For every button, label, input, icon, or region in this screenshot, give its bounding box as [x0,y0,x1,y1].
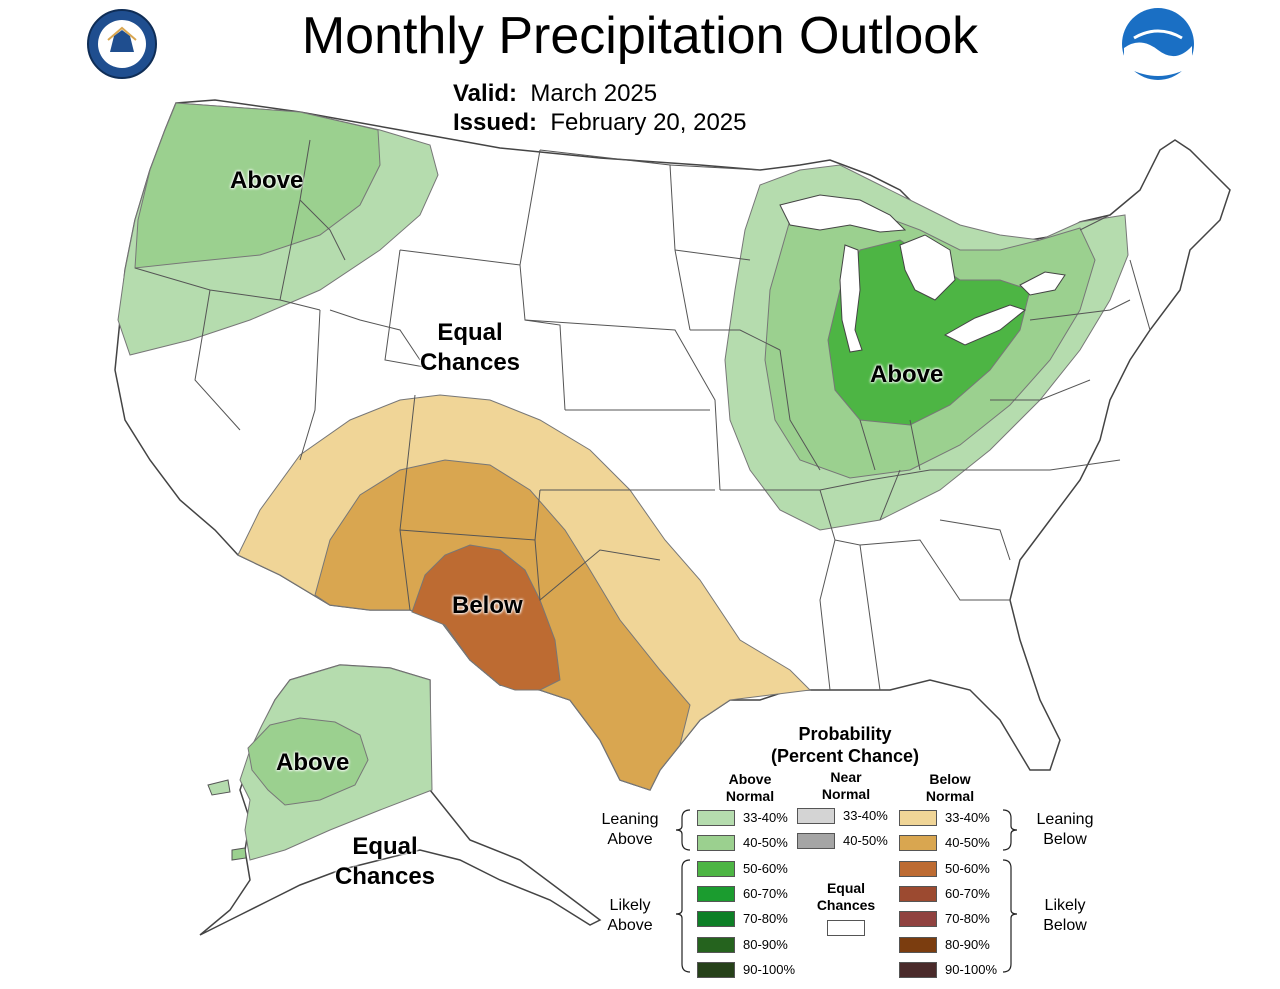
valid-label: Valid: [453,80,518,107]
legend-leaning-below-line2: Below [1043,831,1087,848]
issued-row: Issued: February 20, 2025 [453,109,747,137]
lake-superior [779,194,907,233]
legend-near-normal-head: Near Normal [806,769,886,803]
legend-near-bin-swatch [797,808,835,824]
legend-near-bin-swatch [797,833,835,850]
lake-huron [899,234,956,301]
legend-equal-chances: Equal Chances [806,880,886,914]
label-alaska-equal-line2: Chances [334,863,436,890]
department-of-commerce-seal [87,9,157,79]
label-equal-chances: Equal Chances [405,318,535,378]
legend-above-head-line2: Normal [725,788,775,804]
legend-leaning-above: Leaning Above [590,810,670,850]
aleutian-islands [231,847,247,861]
legend-below-bin-label: 50-60% [945,860,990,876]
legend-near-bin-label: 40-50% [843,833,888,849]
label-alaska-above: Above [276,749,350,776]
legend-below-normal-head: Below Normal [910,771,990,805]
label-alaska-equal-chances: Equal Chances [330,832,440,892]
label-equal-line2: Chances [419,349,521,376]
legend-below-bin-label: 90-100% [945,961,998,977]
legend-equal-line2: Chances [816,897,876,913]
legend-likely-above: Likely Above [590,896,670,936]
legend-above-bin-swatch [697,936,735,953]
legend-above-bin-label: 70-80% [743,911,788,927]
legend-above-bin-swatch [697,810,735,826]
legend-below-bin-label: 70-80% [945,911,990,927]
legend-likely-below: Likely Below [1025,896,1105,936]
legend-title-line2: (Percent Chance) [770,746,920,766]
legend-near-head-line1: Near [830,769,862,785]
legend-below-bin-swatch [899,885,937,902]
legend-equal-swatch [827,920,865,936]
legend-below-bin-label: 40-50% [945,835,990,851]
legend-title: Probability (Percent Chance) [740,723,950,767]
lake-ontario [1019,271,1066,296]
noaa-logo [1122,8,1194,80]
page-title: Monthly Precipitation Outlook [301,7,979,65]
issued-value: February 20, 2025 [550,109,747,136]
legend-below-head-line1: Below [929,771,971,787]
legend-above-bin-swatch [697,860,735,877]
legend-leaning-below: Leaning Below [1025,810,1105,850]
sw-below-50-60 [411,544,561,691]
label-pnw-above: Above [230,167,304,194]
legend-likely-above-line2: Above [607,917,653,934]
legend-above-head-line1: Above [728,771,772,787]
legend-near-head-line2: Normal [821,786,871,802]
legend-likely-below-line1: Likely [1044,897,1086,914]
legend-equal-line1: Equal [826,880,866,896]
legend-above-bin-label: 60-70% [743,885,788,901]
label-equal-line1: Equal [437,319,503,346]
legend-above-bin-label: 40-50% [743,835,788,851]
legend-leaning-above-line1: Leaning [601,811,659,828]
legend-above-bin-swatch [697,961,735,978]
legend-leaning-below-line1: Leaning [1036,811,1094,828]
legend-below-bin-swatch [899,936,937,953]
legend-below-bin-label: 80-90% [945,936,990,952]
legend-below-bin-swatch [899,860,937,877]
legend-above-bin-swatch [697,911,735,928]
legend-below-bin-label: 33-40% [945,810,990,825]
legend-above-bin-label: 80-90% [743,936,788,952]
valid-value: March 2025 [530,80,658,107]
pnw-above-40-50 [134,102,381,269]
legend-near-bin-label: 33-40% [843,808,888,823]
label-alaska-equal-line1: Equal [352,833,418,860]
legend-below-bin-swatch [899,961,937,978]
legend-below-bin-swatch [899,911,937,928]
lake-erie [943,304,1027,346]
legend-leaning-above-line2: Above [607,831,653,848]
state-borders [134,139,1151,691]
legend-below-bin-swatch [899,835,937,852]
issued-label: Issued: [453,109,538,136]
st-lawrence-island [207,779,231,796]
lake-michigan [839,244,863,353]
legend-title-line1: Probability [798,724,892,744]
label-great-lakes-above: Above [870,361,944,388]
legend-likely-below-line2: Below [1043,917,1087,934]
legend-below-head-line2: Normal [925,788,975,804]
legend-above-bin-label: 90-100% [743,961,796,977]
alaska-above-40-50 [247,717,369,806]
legend-above-normal-head: Above Normal [710,771,790,805]
legend-likely-above-line1: Likely [609,897,651,914]
legend-above-bin-label: 33-40% [743,810,788,825]
legend-below-bin-label: 60-70% [945,885,990,901]
label-southwest-below: Below [452,592,523,619]
legend-below-bin-swatch [899,810,937,826]
legend-above-bin-swatch [697,835,735,852]
valid-row: Valid: March 2025 [453,80,657,108]
legend-above-bin-label: 50-60% [743,860,788,876]
legend-above-bin-swatch [697,885,735,902]
